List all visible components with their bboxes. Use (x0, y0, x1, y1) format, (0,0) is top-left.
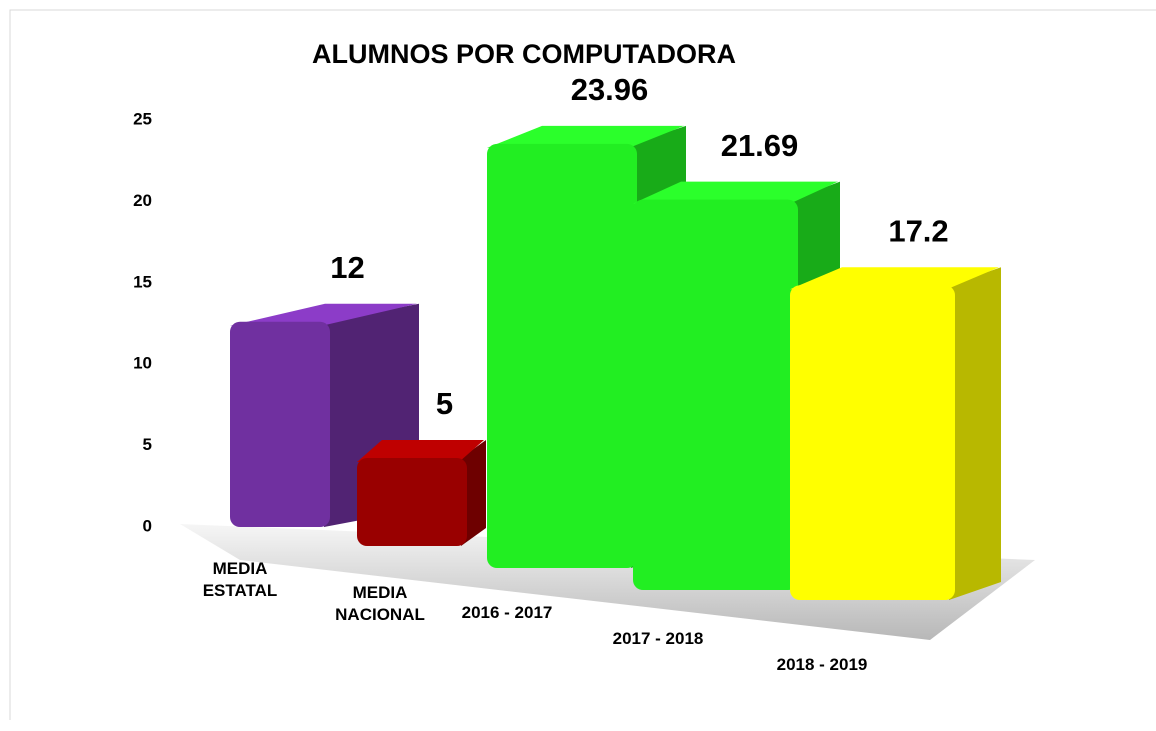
data-label: 12 (330, 250, 364, 285)
x-tick-label: 2016 - 2017 (461, 603, 553, 622)
y-tick-label: 15 (133, 272, 152, 291)
bar-front (357, 458, 467, 546)
y-tick-label: 25 (133, 109, 152, 128)
x-tick-label: MEDIA NACIONAL (335, 583, 425, 624)
data-label: 21.69 (721, 128, 799, 163)
bar-side (461, 440, 486, 546)
x-tick-label: MEDIA ESTATAL (202, 559, 278, 600)
bar-top (487, 125, 684, 148)
y-tick-label: 20 (133, 191, 152, 210)
bar-top (230, 303, 417, 326)
bar-top (357, 440, 484, 462)
bar-front (633, 199, 798, 590)
x-tick-label: 2018 - 2019 (776, 655, 868, 674)
bar (357, 440, 486, 546)
data-label: 17.2 (888, 213, 948, 248)
data-label: 23.96 (571, 72, 649, 107)
y-tick-label: 10 (133, 354, 152, 373)
x-tick-label: 2017 - 2018 (612, 629, 704, 648)
y-tick-label: 5 (143, 435, 152, 454)
frame (9, 9, 1156, 720)
bar (790, 267, 1001, 600)
data-label: 5 (436, 386, 453, 421)
bar-front (790, 285, 955, 600)
bar-top (790, 267, 999, 290)
y-tick-label: 0 (143, 516, 152, 535)
bar-side (949, 267, 1001, 600)
bar-front (487, 143, 637, 568)
chart-title: ALUMNOS POR COMPUTADORA (312, 39, 736, 69)
bar-top (633, 181, 838, 204)
bar-front (230, 321, 330, 527)
